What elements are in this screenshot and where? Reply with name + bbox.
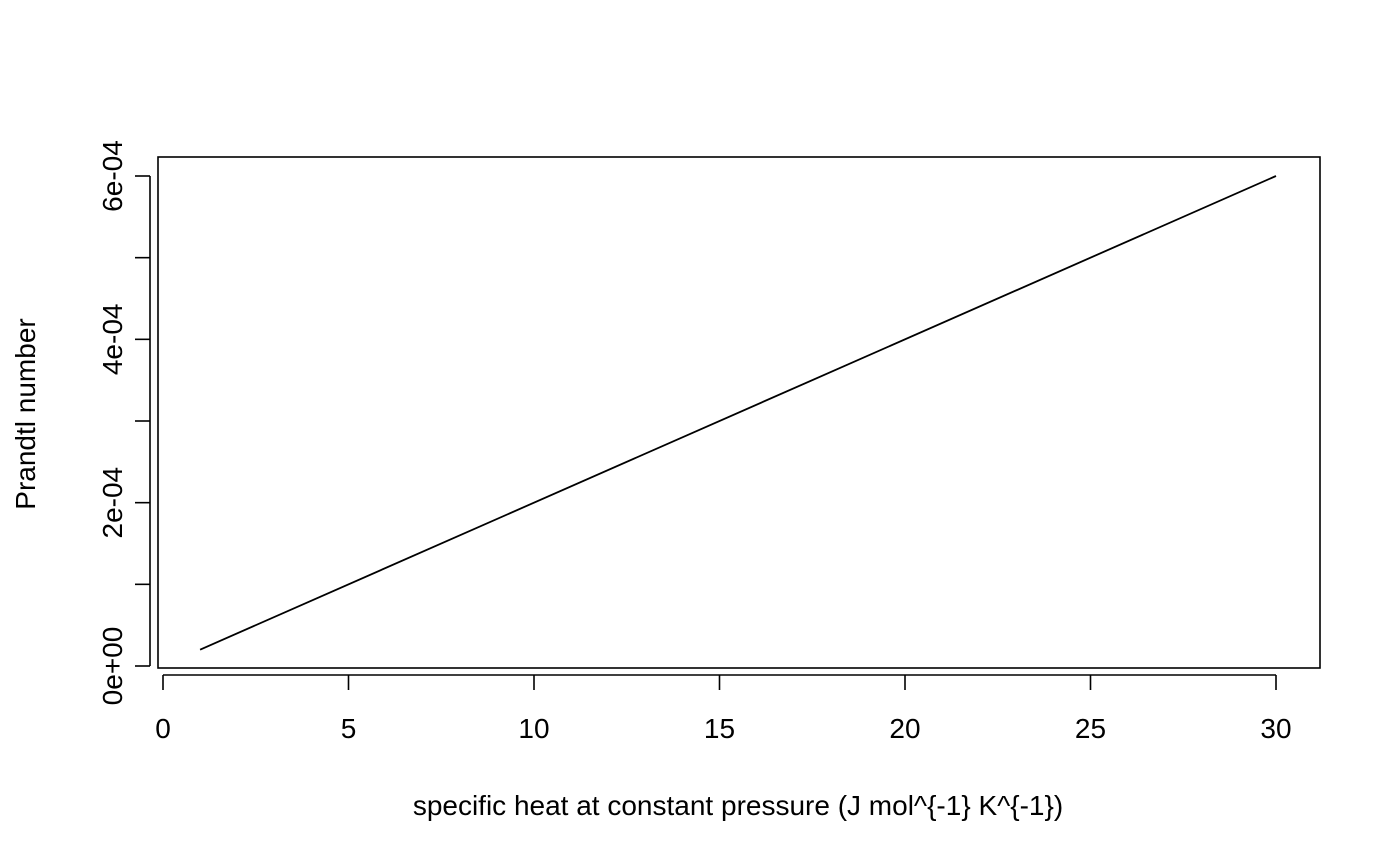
x-axis-label: specific heat at constant pressure (J mo… (413, 790, 1063, 821)
x-tick-label: 15 (704, 713, 735, 744)
series-line (199, 175, 1277, 651)
y-tick-label: 6e-04 (97, 140, 128, 212)
x-tick-label: 10 (518, 713, 549, 744)
y-tick-label: 4e-04 (97, 304, 128, 376)
y-axis-label: Prandtl number (10, 318, 41, 509)
x-tick-label: 30 (1260, 713, 1291, 744)
x-tick-label: 25 (1075, 713, 1106, 744)
y-tick-label: 0e+00 (97, 627, 128, 706)
series-layer (199, 175, 1277, 651)
y-tick-label: 2e-04 (97, 467, 128, 539)
x-tick-label: 5 (341, 713, 357, 744)
x-axis: 0 5 10 15 20 25 30 (155, 674, 1292, 744)
plot-frame (157, 156, 1321, 669)
x-tick-label: 0 (155, 713, 171, 744)
y-axis: 0e+00 2e-04 4e-04 6e-04 (97, 140, 151, 706)
x-tick-label: 20 (889, 713, 920, 744)
